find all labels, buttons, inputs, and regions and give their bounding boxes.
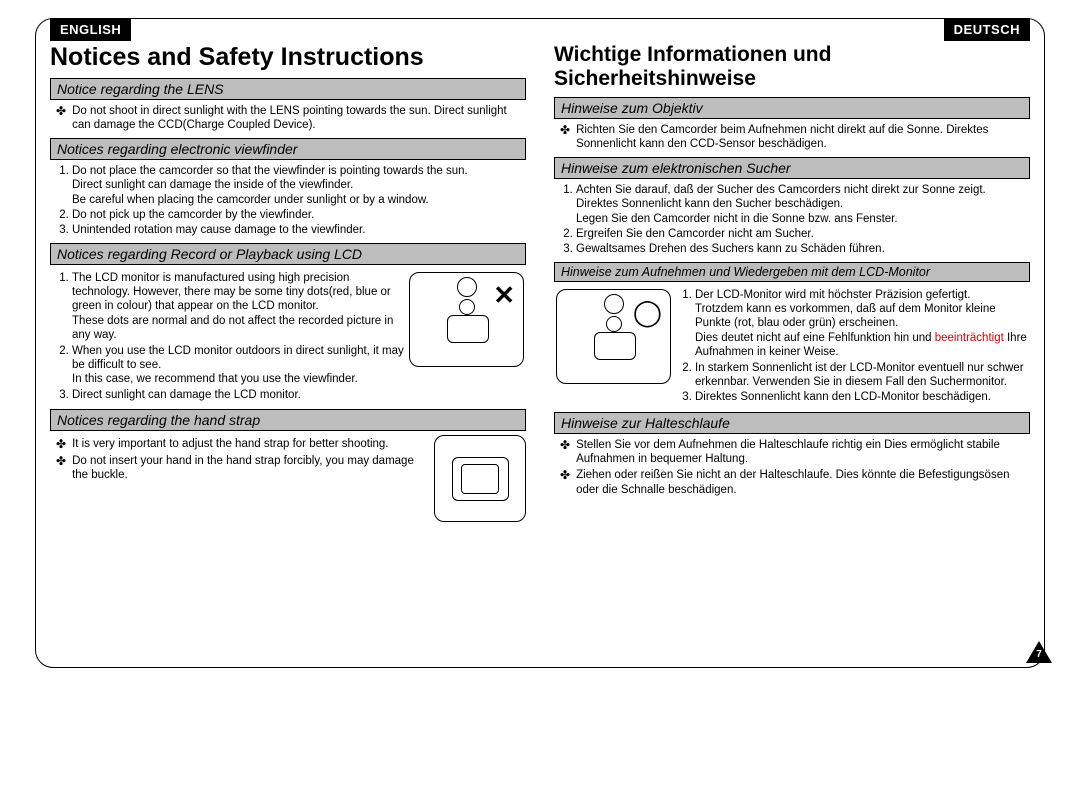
manual-page: ENGLISH Notices and Safety Instructions … [35, 18, 1045, 668]
lcd-de-1aa: Trotzdem kann es vorkommen, daß auf dem … [695, 303, 996, 329]
section-viewfinder-title: Notices regarding electronic viewfinder [50, 138, 526, 160]
strap-b2: Do not insert your hand in the hand stra… [72, 454, 426, 483]
vf-de-1c: Legen Sie den Camcorder nicht in die Son… [576, 213, 898, 225]
left-column: ENGLISH Notices and Safety Instructions … [36, 19, 540, 649]
lcd-de-2: In starkem Sonnenlicht ist der LCD-Monit… [695, 361, 1030, 390]
vf-item-1: Do not place the camcorder so that the v… [72, 164, 526, 207]
lens-bullet-text: Do not shoot in direct sunlight with the… [72, 104, 526, 133]
vf-1a: Do not place the camcorder so that the v… [72, 165, 468, 177]
vf-1b: Direct sunlight can damage the inside of… [72, 179, 353, 191]
cross-icon: ✕ [493, 279, 515, 312]
bullet-icon: ✤ [560, 468, 570, 483]
section-lcd-body: The LCD monitor is manufactured using hi… [50, 269, 526, 404]
lcd-item-2: When you use the LCD monitor outdoors in… [72, 344, 407, 387]
lcd-de-1c: beeinträchtigt [935, 332, 1004, 344]
triangle-icon: 7 [1026, 641, 1052, 663]
lcd-de-1b: Dies deutet nicht auf eine Fehlfunktion … [695, 332, 935, 344]
lcd-de-1: Der LCD-Monitor wird mit höchster Präzis… [695, 288, 1030, 360]
section-strap-body: ✤ It is very important to adjust the han… [50, 435, 526, 522]
illustration-handstrap [434, 435, 526, 522]
person-icon [437, 299, 497, 349]
camcorder-icon [452, 457, 509, 501]
vf-1c: Be careful when placing the camcorder un… [72, 194, 429, 206]
vf-de-3: Gewaltsames Drehen des Suchers kann zu S… [576, 242, 1030, 256]
vf-de-1b: Direktes Sonnenlicht kann den Sucher bes… [576, 198, 843, 210]
sun-icon [604, 294, 624, 314]
lcd-2b: In this case, we recommend that you use … [72, 373, 358, 385]
main-title-right: Wichtige Informationen und Sicherheitshi… [554, 43, 1030, 91]
language-tab-deutsch: DEUTSCH [944, 18, 1030, 41]
vf-de-1: Achten Sie darauf, daß der Sucher des Ca… [576, 183, 1030, 226]
vf-item-3: Unintended rotation may cause damage to … [72, 223, 526, 237]
columns: ENGLISH Notices and Safety Instructions … [36, 19, 1044, 649]
strap-b1: It is very important to adjust the hand … [72, 437, 388, 451]
vf-de-2: Ergreifen Sie den Camcorder nicht am Suc… [576, 227, 1030, 241]
section-strap-title-de: Hinweise zur Halteschlaufe [554, 412, 1030, 434]
lcd-1b: These dots are normal and do not affect … [72, 315, 393, 341]
vf-item-2: Do not pick up the camcorder by the view… [72, 208, 526, 222]
language-tab-english: ENGLISH [50, 18, 131, 41]
lens-bullet-text-de: Richten Sie den Camcorder beim Aufnehmen… [576, 123, 1030, 152]
strap-de-b2: Ziehen oder reißen Sie nicht an der Halt… [576, 468, 1030, 497]
section-viewfinder-body-de: Achten Sie darauf, daß der Sucher des Ca… [554, 183, 1030, 257]
right-column: DEUTSCH Wichtige Informationen und Siche… [540, 19, 1044, 649]
lcd-text-right: Der LCD-Monitor wird mit höchster Präzis… [673, 286, 1030, 407]
illustration-correct: ◯ [556, 289, 671, 384]
lcd-de-1a: Der LCD-Monitor wird mit höchster Präzis… [695, 289, 970, 301]
lcd-item-3: Direct sunlight can damage the LCD monit… [72, 388, 407, 402]
section-strap-title: Notices regarding the hand strap [50, 409, 526, 431]
illustration-wrong: ✕ [409, 272, 524, 367]
section-lens-title: Notice regarding the LENS [50, 78, 526, 100]
section-lens-body: ✤ Do not shoot in direct sunlight with t… [50, 104, 526, 133]
section-strap-body-de: ✤ Stellen Sie vor dem Aufnehmen die Halt… [554, 438, 1030, 498]
section-viewfinder-title-de: Hinweise zum elektronischen Sucher [554, 157, 1030, 179]
sun-icon [457, 277, 477, 297]
section-lcd-title: Notices regarding Record or Playback usi… [50, 243, 526, 265]
section-lcd-body-de: ◯ Der LCD-Monitor wird mit höchster Präz… [554, 286, 1030, 407]
section-viewfinder-body: Do not place the camcorder so that the v… [50, 164, 526, 238]
strap-text-left: ✤ It is very important to adjust the han… [50, 435, 426, 485]
section-lens-body-de: ✤ Richten Sie den Camcorder beim Aufnehm… [554, 123, 1030, 152]
circle-icon: ◯ [633, 296, 662, 329]
bullet-icon: ✤ [560, 438, 570, 453]
bullet-icon: ✤ [560, 123, 570, 138]
strap-de-b1: Stellen Sie vor dem Aufnehmen die Haltes… [576, 438, 1030, 467]
bullet-icon: ✤ [56, 104, 66, 119]
lcd-text-left: The LCD monitor is manufactured using hi… [50, 269, 407, 404]
vf-de-1a: Achten Sie darauf, daß der Sucher des Ca… [576, 184, 986, 196]
bullet-icon: ✤ [56, 437, 66, 452]
bullet-icon: ✤ [56, 454, 66, 469]
section-lcd-title-de: Hinweise zum Aufnehmen und Wiedergeben m… [554, 262, 1030, 282]
lcd-2a: When you use the LCD monitor outdoors in… [72, 345, 404, 371]
lcd-1a: The LCD monitor is manufactured using hi… [72, 272, 391, 313]
lcd-item-1: The LCD monitor is manufactured using hi… [72, 271, 407, 343]
page-number: 7 [1034, 649, 1044, 660]
main-title-left: Notices and Safety Instructions [50, 43, 526, 72]
section-lens-title-de: Hinweise zum Objektiv [554, 97, 1030, 119]
lcd-de-3: Direktes Sonnenlicht kann den LCD-Monito… [695, 390, 1030, 404]
